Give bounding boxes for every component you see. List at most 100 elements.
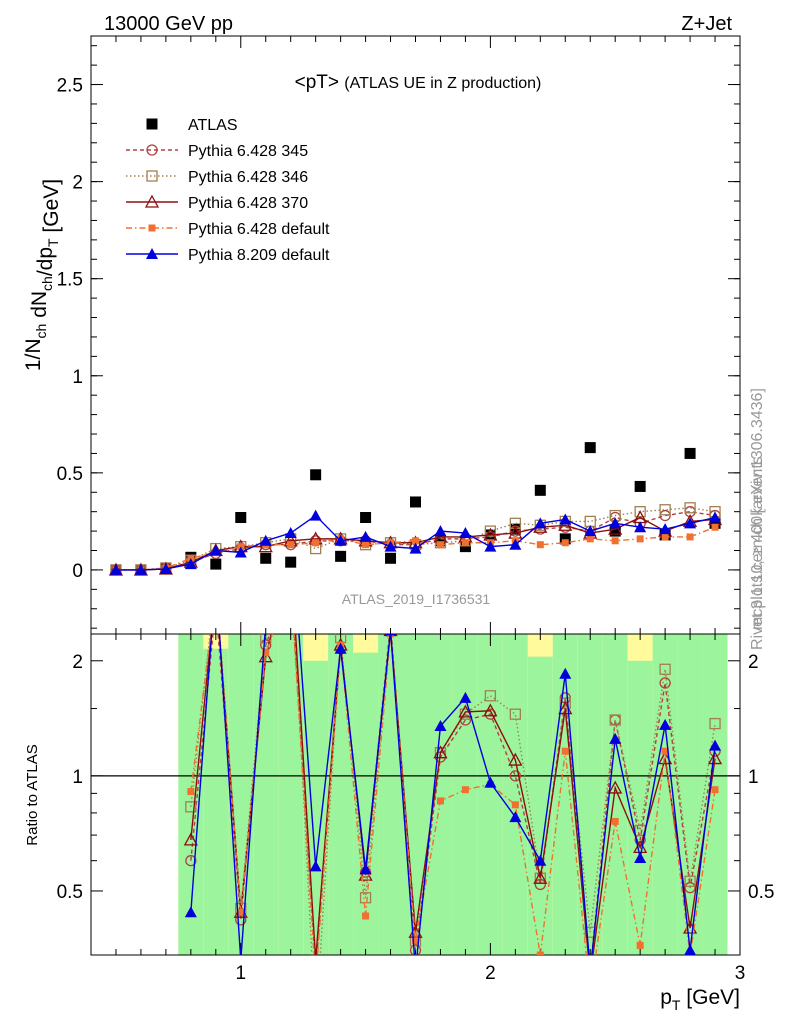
main-ytick-label: 2 — [72, 173, 83, 194]
ratio-band-inner — [328, 634, 354, 955]
main-point — [287, 541, 295, 549]
legend-marker — [144, 194, 160, 208]
ratio-point — [410, 964, 422, 975]
main-point — [636, 535, 644, 543]
main-point — [310, 469, 322, 481]
main-point — [584, 515, 596, 528]
ratio-series-line — [190, 634, 716, 955]
main-point — [609, 517, 622, 529]
main-point — [659, 504, 671, 516]
main-point — [484, 525, 497, 537]
ratio-point — [334, 642, 347, 654]
main-point — [611, 537, 619, 545]
ratio-ytick-label-right: 0.5 — [748, 882, 774, 903]
main-point — [312, 539, 320, 547]
main-point — [559, 533, 571, 545]
ratio-point — [287, 579, 294, 586]
ratio-point — [309, 860, 322, 872]
main-point — [434, 535, 446, 547]
main-point — [436, 541, 444, 549]
main-point — [109, 563, 122, 575]
main-point — [434, 525, 447, 537]
main-point — [235, 512, 247, 524]
ratio-xtick-label: 2 — [485, 963, 496, 984]
legend-label: Pythia 6.428 370 — [188, 195, 308, 212]
ratio-point — [359, 892, 372, 904]
main-point — [285, 556, 297, 568]
main-point — [159, 562, 172, 574]
ratio-point — [659, 663, 671, 675]
main-point — [709, 517, 721, 529]
legend-label: ATLAS — [188, 117, 238, 134]
ratio-ytick-label-right: 1 — [748, 767, 759, 788]
legend-marker — [146, 118, 158, 130]
ratio-xtick-label: 1 — [235, 963, 246, 984]
ratio-series-4 — [184, 513, 722, 975]
main-point — [559, 513, 572, 525]
main-point — [686, 533, 694, 541]
ratio-point — [185, 855, 197, 867]
main-point — [634, 506, 646, 518]
ratio-series-line — [190, 634, 716, 955]
ratio-point — [634, 851, 647, 863]
ratio-point — [584, 926, 596, 938]
legend-label: Pythia 6.428 346 — [188, 169, 308, 186]
main-point — [684, 517, 697, 529]
main-point — [335, 550, 347, 562]
main-point — [412, 537, 419, 545]
legend-label: Pythia 6.428 345 — [188, 143, 308, 160]
legend-entry-5: Pythia 8.209 default — [126, 247, 330, 264]
main-panel: 0 0.5 1 1.5 2 2.5 1/Nch dNch/dpT [GeV] <pT> (AT… — [22, 35, 741, 635]
ratio-point — [458, 704, 473, 718]
main-point — [209, 544, 222, 556]
ratio-point — [211, 578, 221, 588]
ratio-point — [285, 513, 297, 524]
ratio-point — [386, 619, 396, 629]
main-point — [709, 511, 722, 523]
main-ytick-label: 2.5 — [57, 76, 83, 97]
ratio-xlabel: pT [GeV] — [660, 986, 740, 1013]
ratio-point — [483, 703, 498, 717]
ratio-point — [711, 786, 719, 794]
header-right: Z+Jet — [681, 13, 732, 35]
main-ytick-label: 1.5 — [57, 270, 83, 291]
legend-marker — [146, 144, 158, 156]
ratio-point — [509, 708, 521, 720]
analysis-watermark: ATLAS_2019_I1736531 — [342, 591, 491, 607]
ratio-point — [314, 952, 317, 955]
main-point — [360, 512, 372, 524]
ratio-point — [611, 817, 619, 825]
ratio-panel: 1 2 3 0.5 0.5 1 1 2 2 Ratio to ATLAS pT [GeV] — [24, 513, 774, 1013]
main-point — [410, 496, 421, 508]
ratio-plot-area — [183, 513, 723, 975]
ratio-point — [484, 690, 497, 702]
legend-entry-2: Pythia 6.428 346 — [126, 169, 308, 186]
ratio-band-inner — [378, 634, 404, 955]
ratio-point — [684, 875, 696, 887]
ratio-point — [210, 572, 222, 583]
main-point — [384, 540, 397, 552]
main-point — [210, 558, 222, 570]
ratio-point — [509, 811, 522, 823]
ratio-point — [533, 870, 548, 884]
ratio-point — [561, 747, 569, 755]
ratio-point — [362, 912, 370, 920]
ratio-point — [384, 634, 397, 636]
main-point — [586, 535, 594, 543]
ratio-series-line — [190, 634, 716, 955]
ratio-band-inner — [577, 634, 603, 955]
main-point — [561, 539, 569, 547]
main-point — [711, 523, 719, 531]
ratio-band-inner — [677, 634, 703, 955]
ratio-point — [609, 714, 621, 726]
main-point — [359, 530, 372, 542]
ratio-point — [509, 770, 521, 782]
ratio-band-inner — [702, 634, 728, 955]
ratio-ytick-label-right: 2 — [748, 652, 759, 673]
legend-marker — [148, 224, 156, 232]
main-title: <pT> (ATLAS UE in Z production) — [295, 72, 542, 93]
ratio-band-inner — [278, 634, 304, 955]
ratio-point — [534, 878, 546, 891]
ratio-band-inner — [253, 634, 279, 955]
ratio-point — [659, 718, 672, 730]
